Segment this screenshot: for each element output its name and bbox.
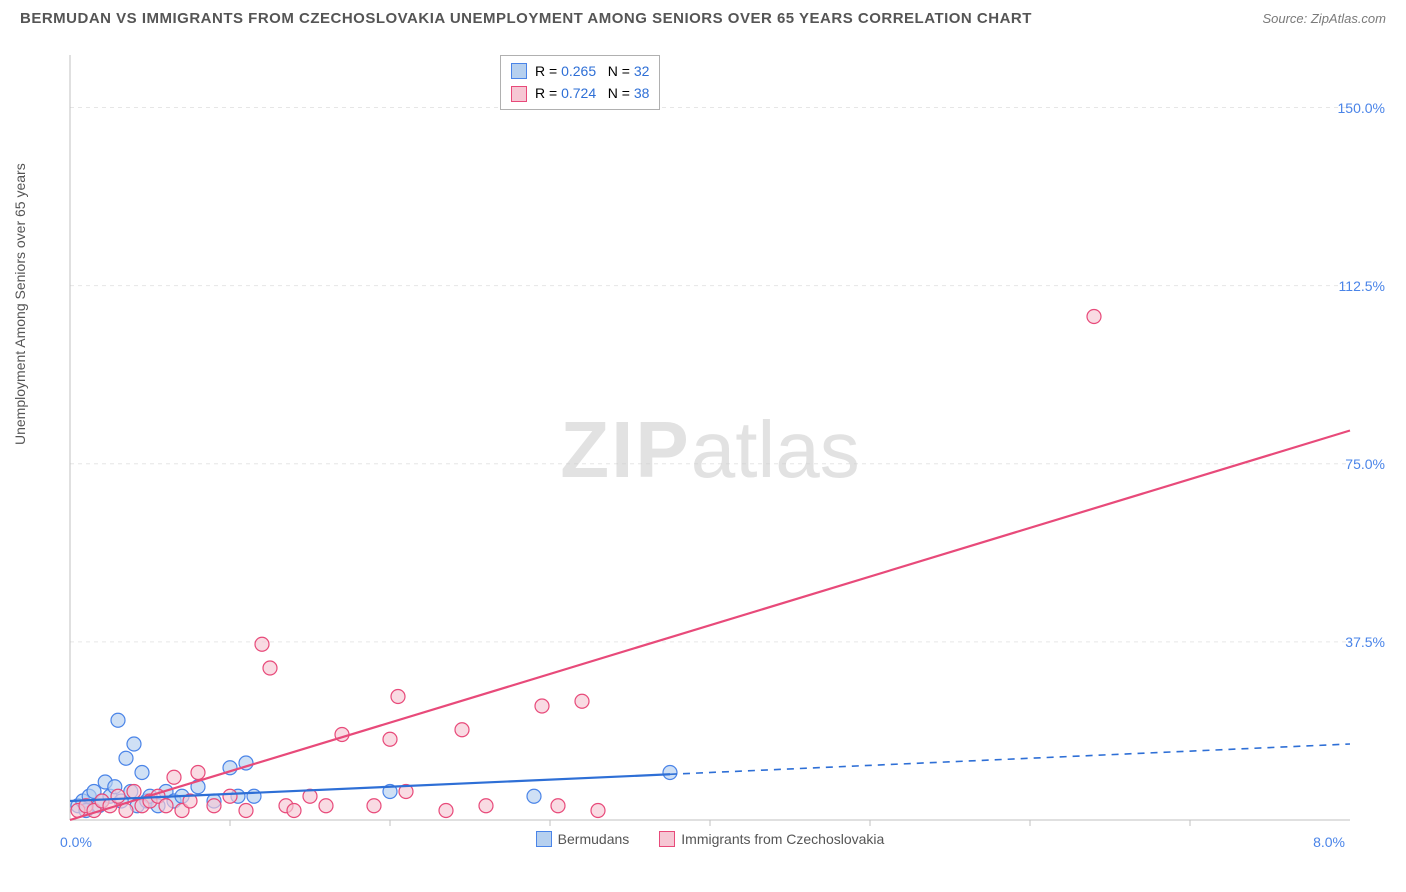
y-tick-label: 150.0% xyxy=(1338,100,1385,116)
legend-row: R = 0.265 N = 32 xyxy=(511,60,649,82)
legend-label: Bermudans xyxy=(558,831,630,847)
legend-swatch xyxy=(659,831,675,847)
legend-row: R = 0.724 N = 38 xyxy=(511,82,649,104)
scatter-plot-svg xyxy=(60,55,1360,845)
correlation-legend: R = 0.265 N = 32R = 0.724 N = 38 xyxy=(500,55,660,110)
legend-item: Bermudans xyxy=(536,831,630,847)
source-attribution: Source: ZipAtlas.com xyxy=(1262,11,1386,26)
plot-area: ZIPatlas R = 0.265 N = 32R = 0.724 N = 3… xyxy=(60,55,1360,845)
y-tick-label: 75.0% xyxy=(1345,456,1385,472)
y-tick-label: 37.5% xyxy=(1345,634,1385,650)
y-axis-label: Unemployment Among Seniors over 65 years xyxy=(12,163,28,445)
legend-swatch xyxy=(511,86,527,102)
legend-swatch xyxy=(536,831,552,847)
legend-swatch xyxy=(511,63,527,79)
chart-title: BERMUDAN VS IMMIGRANTS FROM CZECHOSLOVAK… xyxy=(20,10,1032,27)
chart-container: Unemployment Among Seniors over 65 years… xyxy=(40,45,1380,845)
legend-label: Immigrants from Czechoslovakia xyxy=(681,831,884,847)
legend-item: Immigrants from Czechoslovakia xyxy=(659,831,884,847)
series-legend: Bermudans Immigrants from Czechoslovakia xyxy=(60,831,1360,847)
y-tick-label: 112.5% xyxy=(1339,278,1385,294)
